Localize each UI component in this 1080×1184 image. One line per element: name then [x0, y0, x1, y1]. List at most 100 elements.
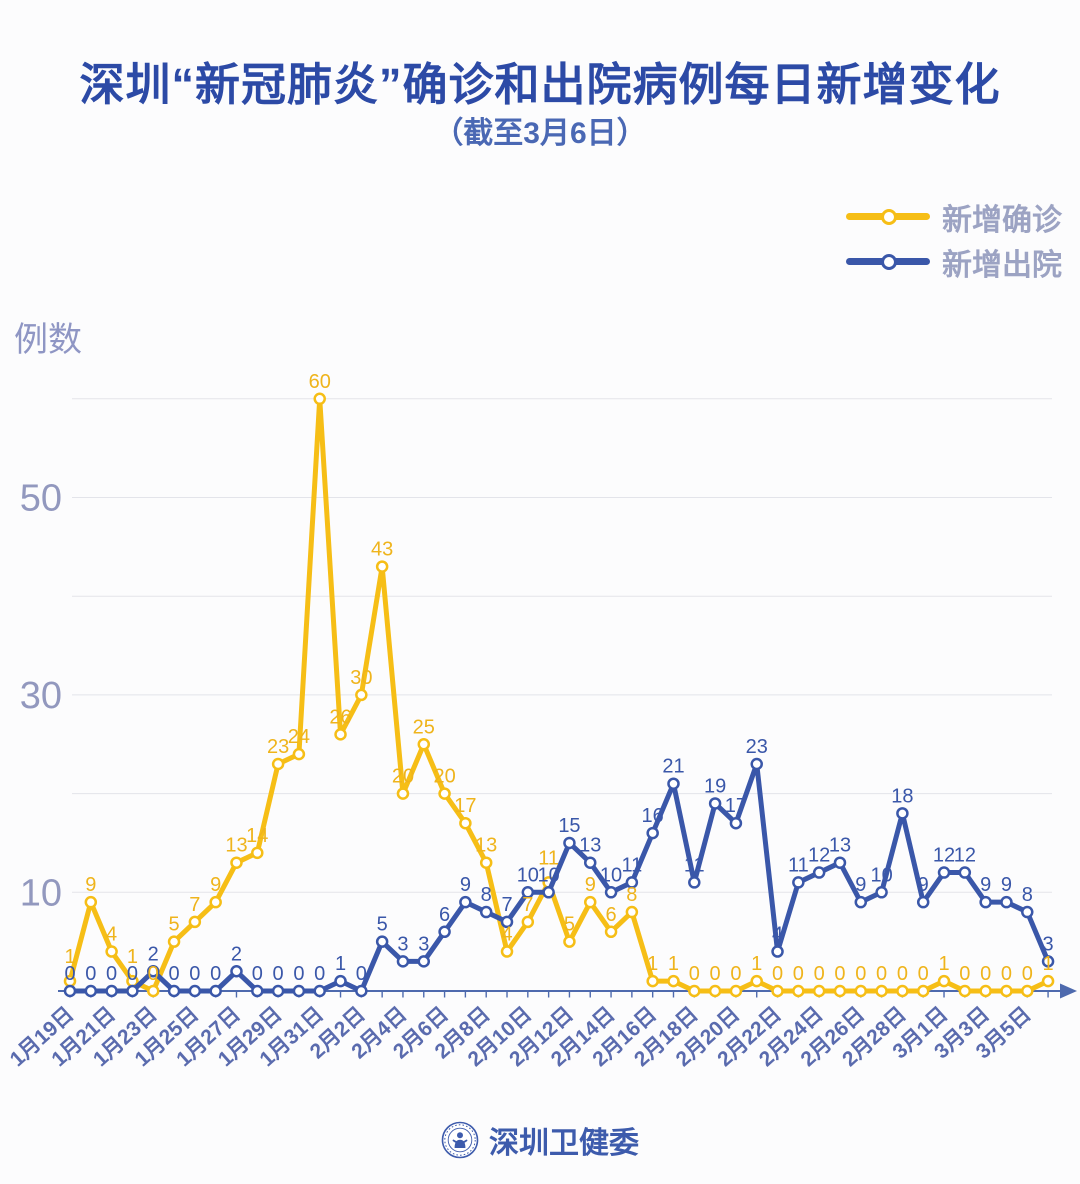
discharged-value-label: 0 [106, 963, 117, 985]
confirmed-value-label: 5 [564, 914, 575, 936]
data-point-marker [459, 816, 472, 830]
data-point-marker [646, 974, 659, 988]
data-point-marker [355, 688, 368, 702]
confirmed-value-label: 0 [730, 963, 741, 985]
data-point-marker [771, 984, 784, 998]
data-point-marker [812, 866, 826, 879]
confirmed-value-label: 0 [980, 963, 991, 985]
discharged-value-label: 8 [481, 884, 492, 906]
data-point-marker [604, 925, 618, 939]
discharged-value-label: 0 [85, 963, 96, 985]
data-point-marker [979, 984, 992, 998]
confirmed-value-label: 0 [897, 963, 908, 985]
y-axis-title: 例数 [14, 321, 82, 359]
discharged-value-label: 2 [148, 943, 159, 965]
data-point-marker [708, 797, 722, 810]
discharged-value-label: 15 [558, 815, 580, 837]
confirmed-value-label: 4 [106, 924, 117, 946]
discharged-value-label: 12 [954, 845, 976, 867]
discharged-value-label: 3 [418, 933, 429, 955]
data-point-marker [771, 945, 784, 958]
discharged-value-label: 13 [829, 835, 851, 857]
confirmed-value-label: 24 [288, 726, 310, 748]
discharged-value-label: 0 [356, 963, 367, 985]
data-point-marker [167, 935, 181, 948]
confirmed-value-label: 20 [433, 766, 455, 788]
data-point-marker [729, 816, 743, 830]
data-point-marker [1000, 895, 1013, 909]
discharged-value-label: 3 [397, 933, 408, 955]
discharged-value-label: 7 [501, 894, 512, 916]
confirmed-value-label: 9 [585, 874, 596, 896]
discharged-value-label: 18 [891, 785, 913, 807]
data-point-marker [500, 915, 514, 929]
data-point-marker [792, 876, 805, 889]
confirmed-value-label: 0 [689, 963, 700, 985]
data-point-marker [542, 886, 555, 899]
data-point-marker [313, 392, 326, 406]
data-point-marker [396, 955, 410, 968]
page-subtitle: （截至3月6日） [433, 117, 647, 150]
legend-item-new-discharged: 新增出院 [846, 239, 1062, 284]
discharged-value-label: 11 [684, 854, 705, 876]
data-point-marker [958, 984, 972, 998]
discharged-value-label: 10 [517, 864, 539, 886]
data-point-marker [1021, 905, 1034, 919]
data-point-marker [334, 974, 347, 988]
discharged-value-label: 2 [231, 943, 242, 965]
legend-label-new-discharged: 新增出院 [942, 248, 1062, 282]
discharged-value-label: 10 [538, 864, 560, 886]
data-point-marker [750, 757, 763, 771]
data-point-marker [916, 984, 930, 998]
discharged-value-label: 0 [293, 963, 304, 985]
data-point-marker [729, 984, 743, 998]
data-point-marker [958, 866, 972, 879]
x-axis-arrow-icon [1060, 983, 1077, 999]
discharged-value-label: 10 [870, 864, 892, 886]
data-point-marker [625, 905, 639, 919]
confirmed-value-label: 0 [1022, 963, 1033, 985]
data-point-marker [646, 826, 659, 840]
data-point-marker [375, 935, 389, 948]
discharged-value-label: 0 [64, 963, 75, 985]
confirmed-line-swatch [846, 209, 930, 225]
data-point-marker [313, 984, 326, 998]
data-point-marker [854, 895, 868, 909]
confirmed-value-label: 0 [814, 963, 825, 985]
data-point-marker [105, 984, 118, 998]
discharged-value-label: 23 [746, 736, 768, 758]
data-point-marker [688, 876, 701, 889]
confirmed-value-label: 0 [918, 963, 929, 985]
discharged-value-label: 0 [127, 963, 138, 985]
confirmed-value-label: 1 [1043, 953, 1054, 975]
data-point-marker [146, 965, 160, 978]
discharged-value-label: 10 [600, 864, 622, 886]
data-point-marker [875, 886, 888, 899]
data-point-marker [355, 984, 368, 998]
discharged-value-label: 0 [314, 963, 325, 985]
confirmed-value-label: 6 [605, 904, 616, 926]
legend-item-new-confirmed: 新增确诊 [846, 194, 1062, 239]
discharged-value-label: 11 [621, 854, 642, 876]
data-point-marker [146, 984, 160, 998]
y-tick-label-10: 10 [20, 872, 62, 914]
confirmed-value-label: 23 [267, 736, 289, 758]
discharged-value-label: 9 [460, 874, 471, 896]
data-point-marker [417, 955, 431, 968]
data-point-marker [396, 787, 410, 800]
confirmed-value-label: 0 [834, 963, 845, 985]
discharged-value-label: 12 [933, 845, 955, 867]
confirmed-value-label: 7 [522, 894, 533, 916]
discharged-value-label: 3 [1043, 933, 1054, 955]
data-point-marker [792, 984, 805, 998]
discharged-value-label: 11 [788, 854, 809, 876]
discharged-value-label: 13 [579, 835, 601, 857]
data-point-marker [334, 728, 347, 741]
confirmed-value-label: 13 [225, 835, 247, 857]
data-point-marker [833, 984, 847, 998]
discharged-line-swatch [846, 254, 930, 270]
data-point-marker [896, 807, 909, 820]
data-point-marker [375, 560, 389, 573]
